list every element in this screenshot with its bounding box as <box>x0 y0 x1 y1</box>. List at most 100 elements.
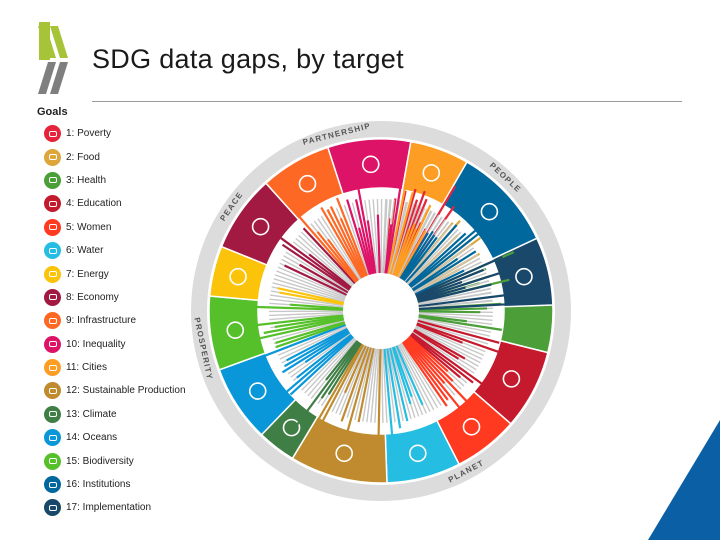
target-bar <box>392 346 413 398</box>
target-baseline <box>338 346 368 416</box>
target-baseline <box>418 288 491 305</box>
gender-icon <box>462 418 481 436</box>
target-bar <box>414 269 465 296</box>
legend-item: 15: Biodiversity <box>44 449 186 472</box>
target-bar <box>418 293 514 308</box>
target-baseline <box>398 344 435 411</box>
target-baseline <box>366 348 377 423</box>
target-bar <box>279 291 344 306</box>
target-bar <box>417 286 466 302</box>
tree-icon <box>44 452 61 470</box>
goals-legend: 1: Poverty 2: Food 3: Health 4: Education 5:… <box>44 122 186 520</box>
target-bar <box>275 320 345 345</box>
target-baseline <box>415 326 483 360</box>
target-bar <box>344 345 367 394</box>
target-baseline <box>317 218 361 281</box>
target-bar <box>293 340 360 429</box>
target-bar <box>416 322 516 359</box>
target-baseline <box>411 244 472 290</box>
buildings-icon <box>422 164 441 182</box>
target-bar <box>403 236 438 282</box>
target-bar <box>275 322 346 349</box>
target-baseline <box>400 342 442 406</box>
target-bar <box>277 287 345 304</box>
target-bar <box>409 334 461 379</box>
target-bar <box>346 347 372 434</box>
target-bar <box>392 228 411 276</box>
buildings-icon <box>44 359 61 377</box>
target-bar <box>329 205 366 278</box>
eye-globe-icon <box>282 418 301 437</box>
target-baseline <box>385 348 396 423</box>
target-bar <box>409 222 485 288</box>
target-bar <box>376 214 381 274</box>
target-baseline <box>269 313 344 321</box>
target-bar <box>394 228 417 277</box>
target-bar <box>400 230 434 280</box>
target-baseline <box>290 332 351 378</box>
target-bar <box>326 209 365 278</box>
legend-item: 2: Food <box>44 145 186 168</box>
target-bar <box>304 331 351 364</box>
target-bar <box>346 199 371 275</box>
target-bar <box>406 337 475 410</box>
legend-item: 3: Health <box>44 169 186 192</box>
target-bar <box>398 230 427 279</box>
target-baseline <box>346 347 371 418</box>
legend-item-label: 9: Infrastructure <box>66 315 137 327</box>
target-bar <box>415 268 485 298</box>
legend-item: 4: Education <box>44 192 186 215</box>
book-icon <box>502 370 521 388</box>
target-bar <box>325 340 359 381</box>
equals-icon <box>361 155 380 174</box>
target-baseline <box>417 321 489 345</box>
target-baseline <box>406 229 459 284</box>
legend-item: 11: Cities <box>44 356 186 379</box>
target-baseline <box>270 294 344 307</box>
equals-icon <box>44 335 61 353</box>
cubes-icon <box>44 312 61 330</box>
target-bar <box>384 224 393 274</box>
legend-item: 17: Implementation <box>44 496 186 519</box>
target-bar <box>385 188 402 274</box>
target-bar <box>320 344 365 424</box>
target-bar <box>416 323 463 344</box>
target-baseline <box>362 348 376 422</box>
target-bar <box>354 199 374 275</box>
target-baseline <box>415 325 485 357</box>
target-bar <box>402 340 449 401</box>
target-bar <box>358 227 373 275</box>
slide-title: SDG data gaps, by target <box>92 44 404 74</box>
target-bar <box>401 234 436 281</box>
target-bar <box>417 319 500 344</box>
target-baseline <box>277 325 347 356</box>
target-bar <box>404 339 461 409</box>
target-baseline <box>383 199 391 274</box>
target-bar <box>416 280 463 300</box>
target-bar <box>302 227 356 284</box>
target-baseline <box>417 318 491 337</box>
target-bar <box>320 341 361 399</box>
center-hole <box>344 274 418 348</box>
target-bar <box>280 237 351 290</box>
legend-item: 6: Water <box>44 239 186 262</box>
legend-item: 8: Economy <box>44 286 186 309</box>
legend-item: 5: Women <box>44 216 186 239</box>
bowl-icon <box>44 148 61 166</box>
target-bar <box>377 348 382 452</box>
target-baseline <box>298 234 354 286</box>
target-baseline <box>388 201 407 275</box>
legend-item-label: 13: Climate <box>66 408 117 420</box>
target-baseline <box>372 199 380 274</box>
target-bar <box>263 316 344 335</box>
target-bar <box>245 305 344 311</box>
logo-green-stripes <box>38 26 68 58</box>
legend-item: 16: Institutions <box>44 473 186 496</box>
target-bar <box>396 204 432 278</box>
target-baseline <box>412 331 475 374</box>
target-baseline <box>277 266 347 297</box>
legend-item-label: 8: Economy <box>66 291 119 303</box>
target-bar <box>327 238 360 282</box>
target-bar <box>296 333 352 379</box>
